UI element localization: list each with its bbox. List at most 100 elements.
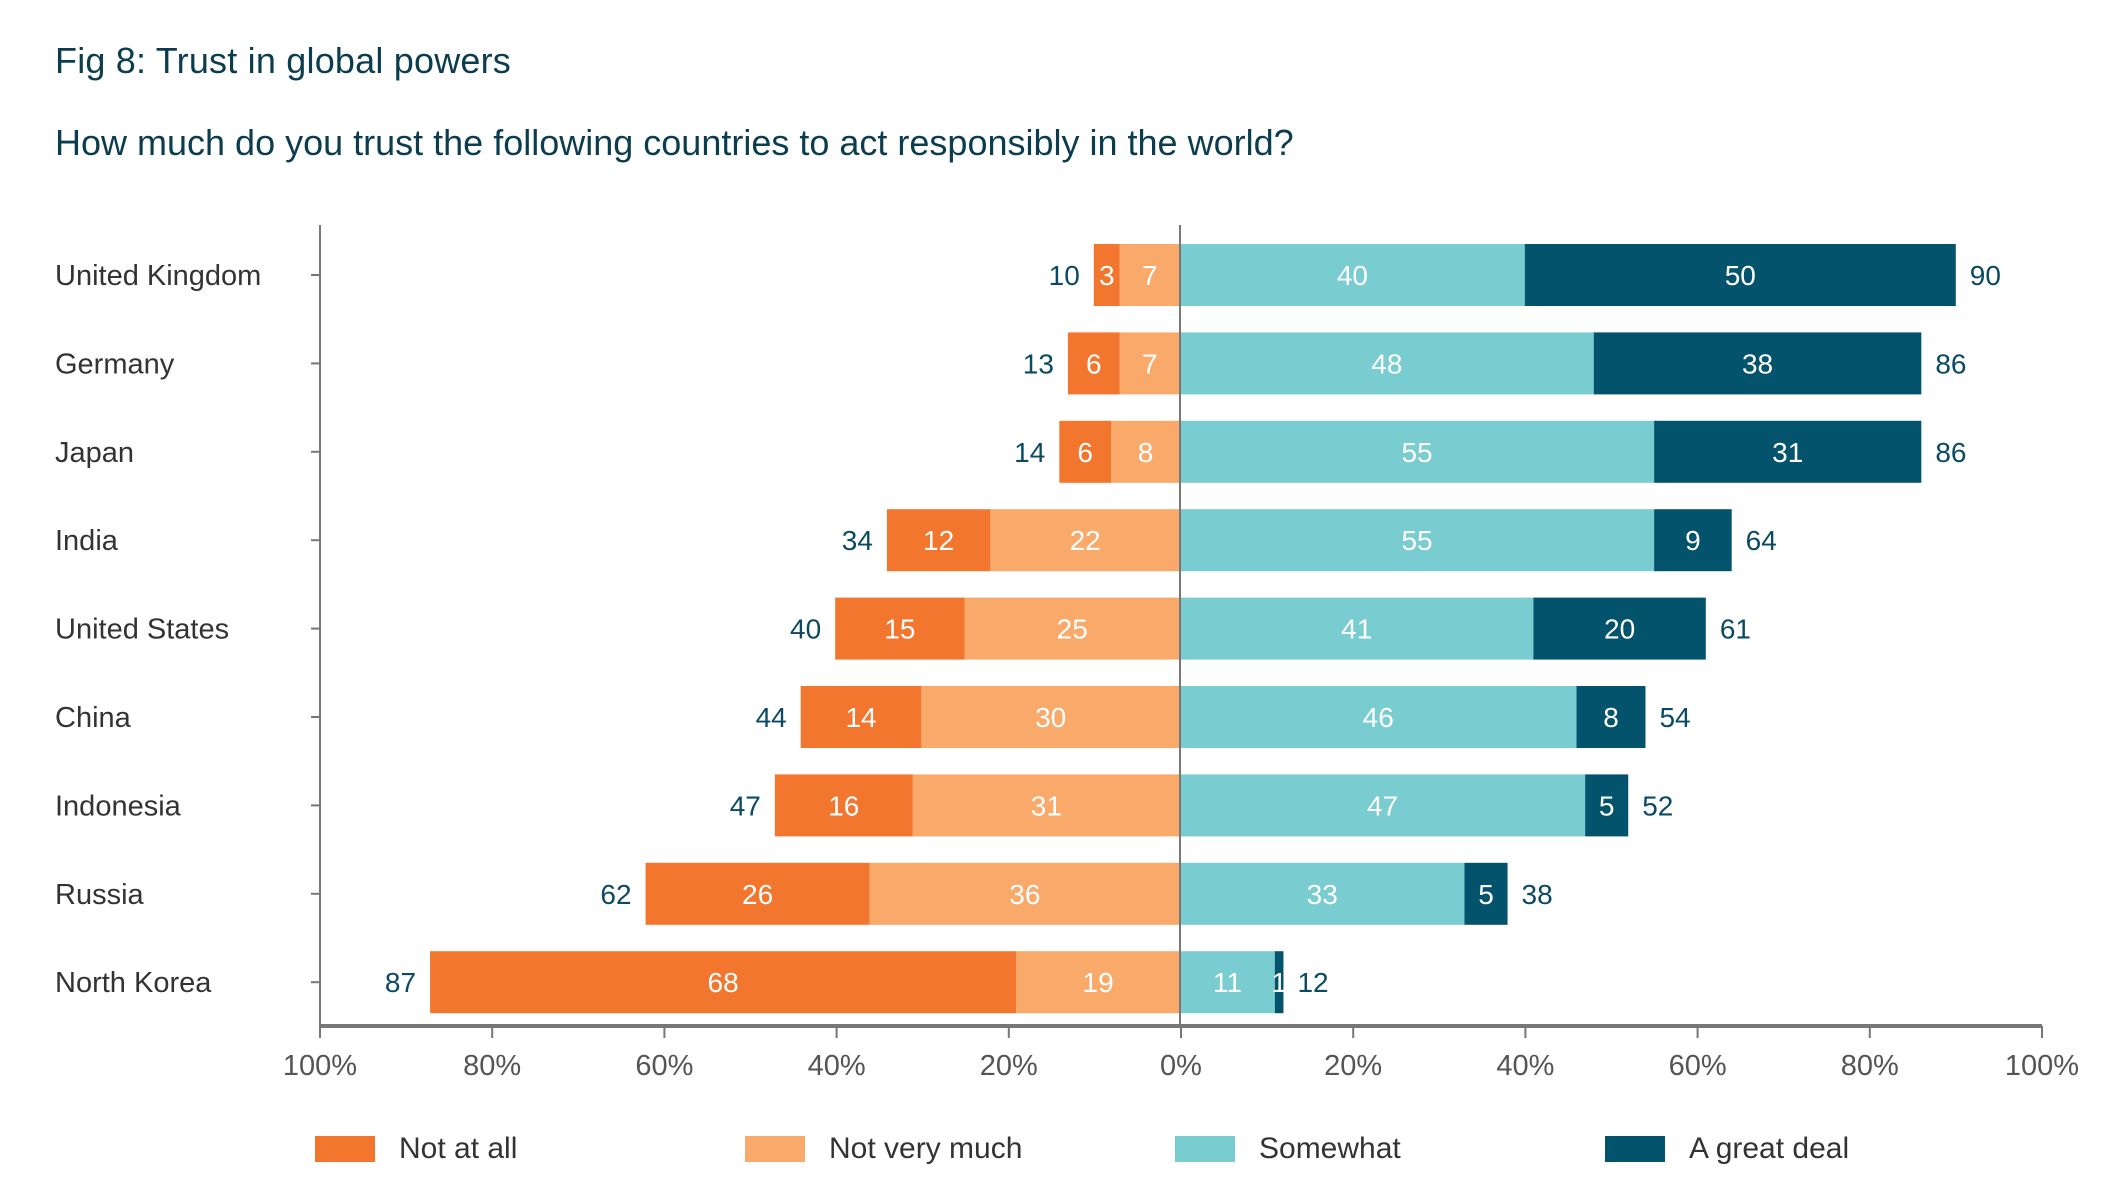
negative-total-label: 13	[1023, 348, 1054, 379]
segment-label: 46	[1363, 702, 1394, 733]
segment-label: 8	[1603, 702, 1619, 733]
bars-group	[430, 244, 1956, 1014]
segment-label: 38	[1742, 348, 1773, 379]
legend-label: Not very much	[829, 1132, 1023, 1165]
x-tick-label: 60%	[1669, 1050, 1727, 1082]
positive-total-label: 86	[1935, 437, 1966, 468]
segment-label: 36	[1009, 879, 1040, 910]
segment-label: 31	[1772, 437, 1803, 468]
bar-not-very-much-north-korea	[1016, 951, 1180, 1014]
segment-label: 22	[1070, 525, 1101, 556]
negative-total-label: 44	[756, 702, 787, 733]
category-label-north-korea: North Korea	[55, 967, 212, 999]
positive-total-label: 52	[1642, 790, 1673, 821]
segment-label: 20	[1604, 614, 1635, 645]
bar-not-very-much-japan	[1111, 420, 1180, 483]
segment-label: 31	[1031, 790, 1062, 821]
category-label-india: India	[55, 525, 119, 557]
bar-somewhat-japan	[1180, 420, 1655, 483]
bar-somewhat-indonesia	[1180, 774, 1586, 837]
x-tick-label: 0%	[1160, 1050, 1202, 1082]
bar-not-very-much-united-states	[964, 597, 1180, 660]
legend-swatch	[745, 1136, 805, 1162]
segment-label: 15	[884, 614, 915, 645]
legend-label: Somewhat	[1259, 1132, 1401, 1165]
bar-not-very-much-india	[990, 509, 1180, 572]
bar-not-at-all-north-korea	[430, 951, 1017, 1014]
bar-somewhat-india	[1180, 509, 1655, 572]
segment-label: 11	[1213, 967, 1242, 998]
bar-not-very-much-russia	[869, 862, 1180, 925]
category-label-japan: Japan	[55, 437, 134, 469]
bar-a-great-deal-germany	[1593, 332, 1922, 395]
negative-total-label: 87	[385, 967, 416, 998]
segment-label: 47	[1367, 790, 1398, 821]
segment-label: 68	[708, 967, 739, 998]
bar-a-great-deal-north-korea	[1274, 951, 1284, 1014]
negative-total-label: 62	[600, 879, 631, 910]
segment-label: 55	[1401, 525, 1432, 556]
category-label-germany: Germany	[55, 348, 175, 380]
segment-label: 40	[1337, 260, 1368, 291]
positive-total-label: 38	[1522, 879, 1553, 910]
positive-total-label: 61	[1720, 614, 1751, 645]
negative-total-label: 14	[1014, 437, 1045, 468]
bar-not-very-much-china	[921, 686, 1180, 748]
bar-not-at-all-united-kingdom	[1093, 244, 1120, 306]
bar-not-very-much-united-kingdom	[1119, 244, 1180, 306]
bar-a-great-deal-united-states	[1533, 597, 1706, 660]
segment-label: 25	[1057, 614, 1088, 645]
category-label-united-kingdom: United Kingdom	[55, 260, 261, 292]
segment-label: 5	[1478, 879, 1494, 910]
chart-title: Fig 8: Trust in global powers	[55, 40, 512, 81]
positive-total-label: 12	[1297, 967, 1328, 998]
bar-somewhat-united-kingdom	[1180, 244, 1525, 306]
x-tick-label: 20%	[980, 1050, 1038, 1082]
bar-a-great-deal-china	[1576, 686, 1646, 748]
segment-label: 55	[1401, 437, 1432, 468]
x-tick-label: 80%	[1841, 1050, 1899, 1082]
segment-label: 8	[1138, 437, 1154, 468]
bar-not-at-all-russia	[645, 862, 870, 925]
positive-total-label: 54	[1659, 702, 1690, 733]
category-label-china: China	[55, 702, 132, 734]
segment-label: 5	[1599, 790, 1615, 821]
segment-label: 50	[1725, 260, 1756, 291]
positive-total-label: 86	[1935, 348, 1966, 379]
axes-group: 100% 80% 60% 40% 20% 0% 20% 40% 60% 80% 100%	[283, 225, 2079, 1082]
bar-somewhat-germany	[1180, 332, 1594, 395]
legend-label: A great deal	[1689, 1132, 1850, 1165]
segment-label: 6	[1077, 437, 1093, 468]
bar-somewhat-united-states	[1180, 597, 1534, 660]
chart-subtitle: How much do you trust the following coun…	[55, 122, 1294, 163]
x-tick-label: 40%	[1496, 1050, 1554, 1082]
segment-label: 7	[1142, 348, 1158, 379]
legend-item-somewhat: Somewhat	[1175, 1132, 1401, 1166]
bar-not-at-all-india	[886, 509, 991, 572]
bar-a-great-deal-japan	[1654, 420, 1922, 483]
category-label-russia: Russia	[55, 879, 145, 911]
legend-item-not-at-all: Not at all	[315, 1132, 517, 1166]
legend-item-not-very-much: Not very much	[745, 1132, 1022, 1166]
bar-somewhat-russia	[1180, 862, 1465, 925]
x-tick-label: 20%	[1324, 1050, 1382, 1082]
x-tick-label: 80%	[463, 1050, 521, 1082]
segment-label: 30	[1035, 702, 1066, 733]
segment-label: 6	[1086, 348, 1102, 379]
legend-item-a-great-deal: A great deal	[1605, 1132, 1849, 1166]
bar-not-at-all-germany	[1067, 332, 1120, 395]
bar-a-great-deal-united-kingdom	[1524, 244, 1956, 306]
x-tick-label: 100%	[283, 1050, 357, 1082]
segment-label: 19	[1083, 967, 1114, 998]
segment-label: 7	[1142, 260, 1158, 291]
bar-not-at-all-japan	[1059, 420, 1112, 483]
negative-total-label: 40	[790, 614, 821, 645]
bar-not-very-much-indonesia	[912, 774, 1180, 837]
legend-swatch	[1605, 1136, 1665, 1162]
segment-label: 33	[1307, 879, 1338, 910]
segment-label: 16	[828, 790, 859, 821]
x-tick-label: 40%	[808, 1050, 866, 1082]
legend: Not at all Not very much Somewhat A great d…	[0, 1132, 2110, 1172]
